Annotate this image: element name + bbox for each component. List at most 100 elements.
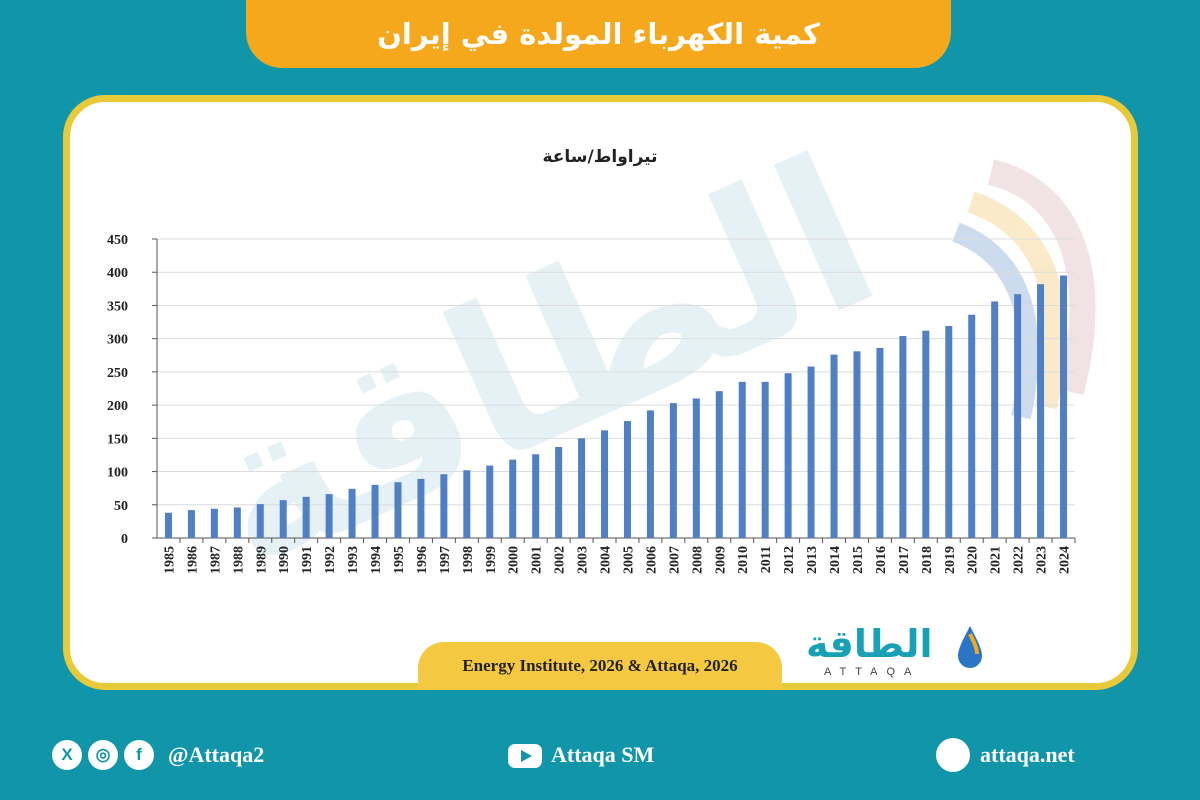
bar <box>394 482 402 538</box>
bar <box>440 474 448 538</box>
y-tick-label: 250 <box>107 366 128 381</box>
bar <box>922 330 930 538</box>
bar <box>646 410 654 538</box>
y-tick-label: 400 <box>107 266 128 281</box>
x-tick-label: 1995 <box>392 546 407 574</box>
footer: X ◎ f @Attaqa2 Attaqa SM attaqa.net <box>0 720 1200 800</box>
x-tick-label: 2006 <box>644 546 659 574</box>
bar <box>601 430 609 538</box>
x-tick-label: 1998 <box>461 546 476 574</box>
logo-drop-icon <box>958 626 982 668</box>
bar <box>991 301 999 538</box>
y-tick-label: 150 <box>107 432 128 447</box>
x-tick-label: 1989 <box>254 546 269 574</box>
y-tick-label: 50 <box>114 499 128 514</box>
bar <box>876 347 884 538</box>
bar <box>371 484 379 538</box>
bar <box>210 508 218 538</box>
x-icon[interactable]: X <box>52 740 82 770</box>
bar <box>463 470 471 538</box>
x-tick-label: 2023 <box>1035 546 1050 574</box>
x-tick-label: 2018 <box>920 546 935 574</box>
source-text: Energy Institute, 2026 & Attaqa, 2026 <box>462 656 738 675</box>
bar <box>692 398 700 538</box>
globe-icon[interactable] <box>936 738 970 772</box>
attaqa-logo: الطاقة ATTAQA <box>806 622 996 686</box>
x-tick-label: 2010 <box>736 546 751 574</box>
bar <box>830 354 838 538</box>
x-tick-label: 2020 <box>966 546 981 574</box>
x-tick-label: 2002 <box>553 546 568 574</box>
x-tick-label: 2015 <box>851 546 866 574</box>
bar <box>532 454 540 538</box>
bar <box>325 494 333 538</box>
x-tick-label: 1994 <box>369 546 384 574</box>
y-tick-label: 200 <box>107 399 128 414</box>
bar <box>807 366 815 538</box>
x-tick-label: 2005 <box>621 546 636 574</box>
y-tick-label: 100 <box>107 466 128 481</box>
bar <box>279 500 287 538</box>
x-tick-label: 1999 <box>484 546 499 574</box>
x-tick-label: 1992 <box>323 546 338 574</box>
bar <box>1060 275 1068 538</box>
y-tick-label: 0 <box>121 532 128 547</box>
bar <box>164 512 172 538</box>
bar <box>853 351 861 538</box>
x-tick-label: 1993 <box>346 546 361 574</box>
bar <box>187 510 195 538</box>
y-tick-label: 350 <box>107 299 128 314</box>
bar <box>761 381 769 538</box>
x-tick-label: 2019 <box>943 546 958 574</box>
x-tick-label: 1991 <box>300 546 315 574</box>
facebook-icon[interactable]: f <box>124 740 154 770</box>
x-tick-label: 2014 <box>828 546 843 574</box>
x-tick-label: 1987 <box>208 546 223 574</box>
bar <box>256 504 264 538</box>
x-tick-label: 2007 <box>667 546 682 574</box>
bar <box>302 496 310 538</box>
logo-latin: ATTAQA <box>824 666 921 678</box>
bar <box>417 478 425 538</box>
x-tick-label: 2024 <box>1058 546 1073 574</box>
chart-title: كمية الكهرباء المولدة في إيران <box>377 17 820 51</box>
x-tick-label: 2017 <box>897 546 912 574</box>
source-tab: Energy Institute, 2026 & Attaqa, 2026 <box>418 642 782 690</box>
bar <box>509 459 517 538</box>
instagram-icon[interactable]: ◎ <box>88 740 118 770</box>
bar <box>968 314 976 538</box>
x-tick-label: 2004 <box>599 546 614 574</box>
y-tick-label: 300 <box>107 333 128 348</box>
title-banner: كمية الكهرباء المولدة في إيران <box>246 0 951 68</box>
x-tick-label: 1985 <box>162 546 177 574</box>
x-tick-label: 2021 <box>989 546 1004 574</box>
x-tick-label: 1988 <box>231 546 246 574</box>
y-tick-label: 450 <box>107 233 128 248</box>
x-tick-label: 2013 <box>805 546 820 574</box>
x-tick-label: 1986 <box>185 546 200 574</box>
x-tick-label: 1996 <box>415 546 430 574</box>
x-tick-label: 2011 <box>759 546 774 573</box>
x-tick-label: 2012 <box>782 546 797 574</box>
bar <box>784 373 792 538</box>
y-axis-label: تيراواط/ساعة <box>542 147 657 167</box>
x-tick-label: 1990 <box>277 546 292 574</box>
social-handle[interactable]: @Attaqa2 <box>168 742 265 767</box>
logo-arabic: الطاقة <box>806 622 933 666</box>
x-tick-label: 2016 <box>874 546 889 574</box>
bar <box>945 326 953 538</box>
bar <box>486 465 494 538</box>
bar <box>348 488 356 538</box>
x-tick-label: 2000 <box>507 546 522 574</box>
x-tick-label: 2009 <box>713 546 728 574</box>
youtube-channel[interactable]: Attaqa SM <box>551 742 655 767</box>
bar <box>669 403 677 538</box>
youtube-icon[interactable] <box>508 744 542 768</box>
bar <box>1037 284 1045 538</box>
website-link[interactable]: attaqa.net <box>980 742 1075 767</box>
social-icons: X ◎ f <box>52 740 154 770</box>
bar <box>233 507 241 538</box>
bar <box>623 421 631 538</box>
chart-card: الطاقة <box>63 95 1138 690</box>
